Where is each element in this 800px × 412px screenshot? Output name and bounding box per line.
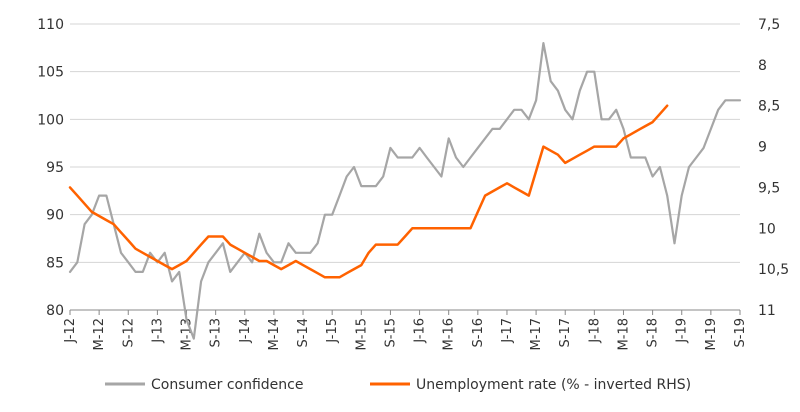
x-tick-label: M-12 [92, 318, 107, 350]
x-tick-label: J-13 [150, 318, 165, 344]
grid [70, 23, 740, 263]
right-tick-label: 7,5 [758, 17, 780, 33]
left-tick-label: 90 [46, 208, 64, 224]
left-tick-label: 110 [37, 17, 64, 33]
x-tick-label: M-13 [180, 318, 195, 350]
legend: Consumer confidence Unemployment rate (%… [105, 377, 691, 393]
x-tick-label: S-17 [558, 318, 573, 348]
x-tick-label: S-18 [646, 318, 661, 348]
x-tick-label: S-19 [733, 318, 748, 348]
left-tick-label: 95 [46, 160, 64, 176]
x-tick-label: M-17 [529, 318, 544, 350]
x-axis-ticks: J-12 M-12 S-12 J-13 M-13 S-13 J-14 M-14 S-14 J-15… [63, 310, 748, 350]
left-tick-label: 100 [37, 112, 64, 128]
right-tick-label: 9 [758, 140, 767, 156]
right-tick-label: 9,5 [758, 180, 780, 196]
x-tick-label: S-14 [296, 318, 311, 348]
x-tick-label: J-18 [587, 318, 602, 344]
x-tick-label: M-19 [704, 318, 719, 350]
x-tick-label: J-12 [63, 318, 78, 344]
x-tick-label: J-15 [325, 318, 340, 344]
right-tick-label: 10 [758, 221, 776, 237]
x-tick-label: J-14 [238, 318, 253, 344]
x-tick-label: J-17 [500, 318, 515, 344]
x-tick-label: M-14 [267, 318, 282, 350]
right-tick-label: 8 [758, 58, 767, 74]
series [68, 41, 742, 340]
x-tick-label: M-18 [616, 318, 631, 350]
series-line-unemployment-rate [68, 104, 669, 279]
left-tick-label: 85 [46, 255, 64, 271]
x-tick-label: J-16 [413, 318, 428, 344]
right-y-axis-ticks: 7,5 8 8,5 9 9,5 10 10,5 11 [758, 17, 789, 319]
legend-label-consumer-confidence: Consumer confidence [151, 377, 303, 393]
x-tick-label: S-16 [471, 318, 486, 348]
x-tick-label: M-16 [442, 318, 457, 350]
x-tick-label: J-19 [675, 318, 690, 344]
left-y-axis-ticks: 80 85 90 95 100 105 110 [37, 17, 64, 319]
x-tick-label: M-15 [354, 318, 369, 350]
legend-label-unemployment-rate: Unemployment rate (% - inverted RHS) [416, 377, 691, 393]
x-tick-label: S-12 [121, 318, 136, 348]
right-tick-label: 11 [758, 303, 776, 319]
x-tick-label: S-15 [383, 318, 398, 348]
right-tick-label: 8,5 [758, 99, 780, 115]
x-tick-label: S-13 [209, 318, 224, 348]
left-tick-label: 80 [46, 303, 64, 319]
left-tick-label: 105 [37, 65, 64, 81]
right-tick-label: 10,5 [758, 262, 789, 278]
series-line-consumer-confidence [68, 41, 742, 340]
